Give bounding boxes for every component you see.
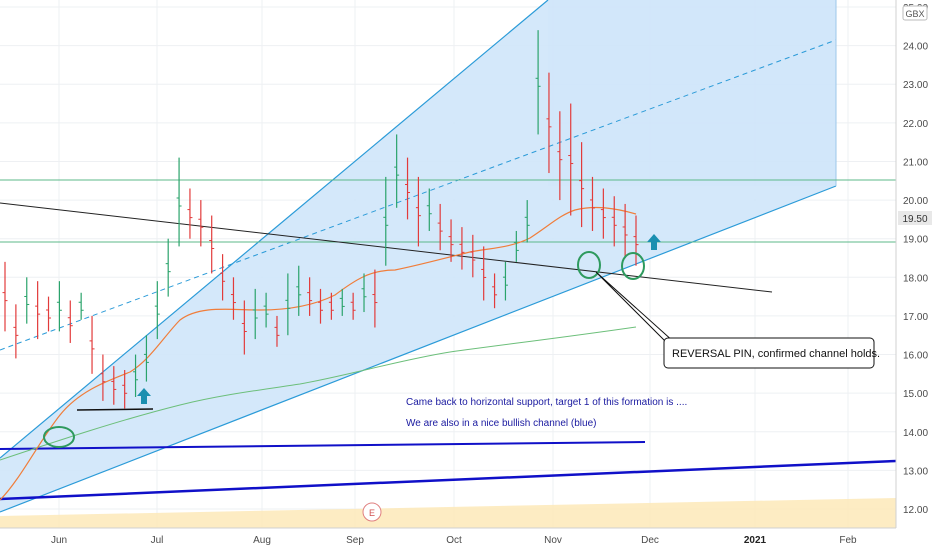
y-tick-label: 22.00 <box>903 119 928 130</box>
x-tick-label: Nov <box>544 535 562 546</box>
earnings-marker[interactable]: E <box>362 502 382 522</box>
earnings-marker-label: E <box>369 508 375 518</box>
y-tick-label: 18.00 <box>903 273 928 284</box>
blue-long-trendline <box>0 459 897 501</box>
green-moving-average <box>0 326 637 461</box>
support-annotation: Came back to horizontal support, target … <box>406 397 687 408</box>
channel-upper-line <box>0 0 549 459</box>
x-tick-label: Dec <box>641 535 659 546</box>
up-arrow-icon <box>137 388 151 404</box>
x-tick-label: Jul <box>151 535 164 546</box>
x-tick-label: Sep <box>346 535 364 546</box>
y-tick-label: 20.00 <box>903 196 928 207</box>
y-tick-label: 21.00 <box>903 157 928 168</box>
y-tick-label: 15.00 <box>903 389 928 400</box>
x-tick-label: Aug <box>253 535 271 546</box>
y-tick-label: 16.00 <box>903 351 928 362</box>
x-tick-label: 2021 <box>744 535 767 546</box>
currency-badge: GBX <box>902 5 928 21</box>
price-axis[interactable] <box>896 0 932 528</box>
yellow-zone <box>0 498 896 528</box>
callout-text: REVERSAL PIN, confirmed channel holds. <box>672 348 880 360</box>
y-tick-label: 17.00 <box>903 312 928 323</box>
y-tick-label: 24.00 <box>903 42 928 53</box>
channel-annotation: We are also in a nice bullish channel (b… <box>406 418 596 429</box>
y-tick-label: 19.00 <box>903 235 928 246</box>
y-axis-ticks: 12.00 13.00 14.00 15.00 16.00 17.00 18.00 19.00… <box>903 3 928 516</box>
y-tick-label: 14.00 <box>903 428 928 439</box>
reversal-callout: REVERSAL PIN, confirmed channel holds. <box>595 271 880 369</box>
channel-lower-line <box>0 185 837 513</box>
y-tick-label: 12.00 <box>903 505 928 516</box>
current-price-label: 19.50 <box>902 214 927 225</box>
blue-horizontal-support <box>0 441 646 450</box>
candles <box>2 30 639 409</box>
x-tick-label: Jun <box>51 535 67 546</box>
reversal-ellipse-1 <box>577 251 601 279</box>
support-touch-ellipse-left <box>43 426 75 448</box>
currency-label: GBX <box>905 9 924 19</box>
time-axis[interactable] <box>0 528 932 550</box>
x-axis-ticks: Jun Jul Aug Sep Oct Nov Dec 2021 Feb <box>51 535 857 546</box>
current-price-tag: 19.50 <box>898 211 932 225</box>
up-arrow-icon <box>647 234 661 250</box>
x-tick-label: Oct <box>446 535 462 546</box>
short-support-line <box>76 408 154 411</box>
orange-moving-average <box>0 206 637 501</box>
y-tick-label: 23.00 <box>903 80 928 91</box>
y-tick-label: 13.00 <box>903 466 928 477</box>
x-tick-label: Feb <box>839 535 857 546</box>
reversal-ellipse-2 <box>621 252 645 280</box>
